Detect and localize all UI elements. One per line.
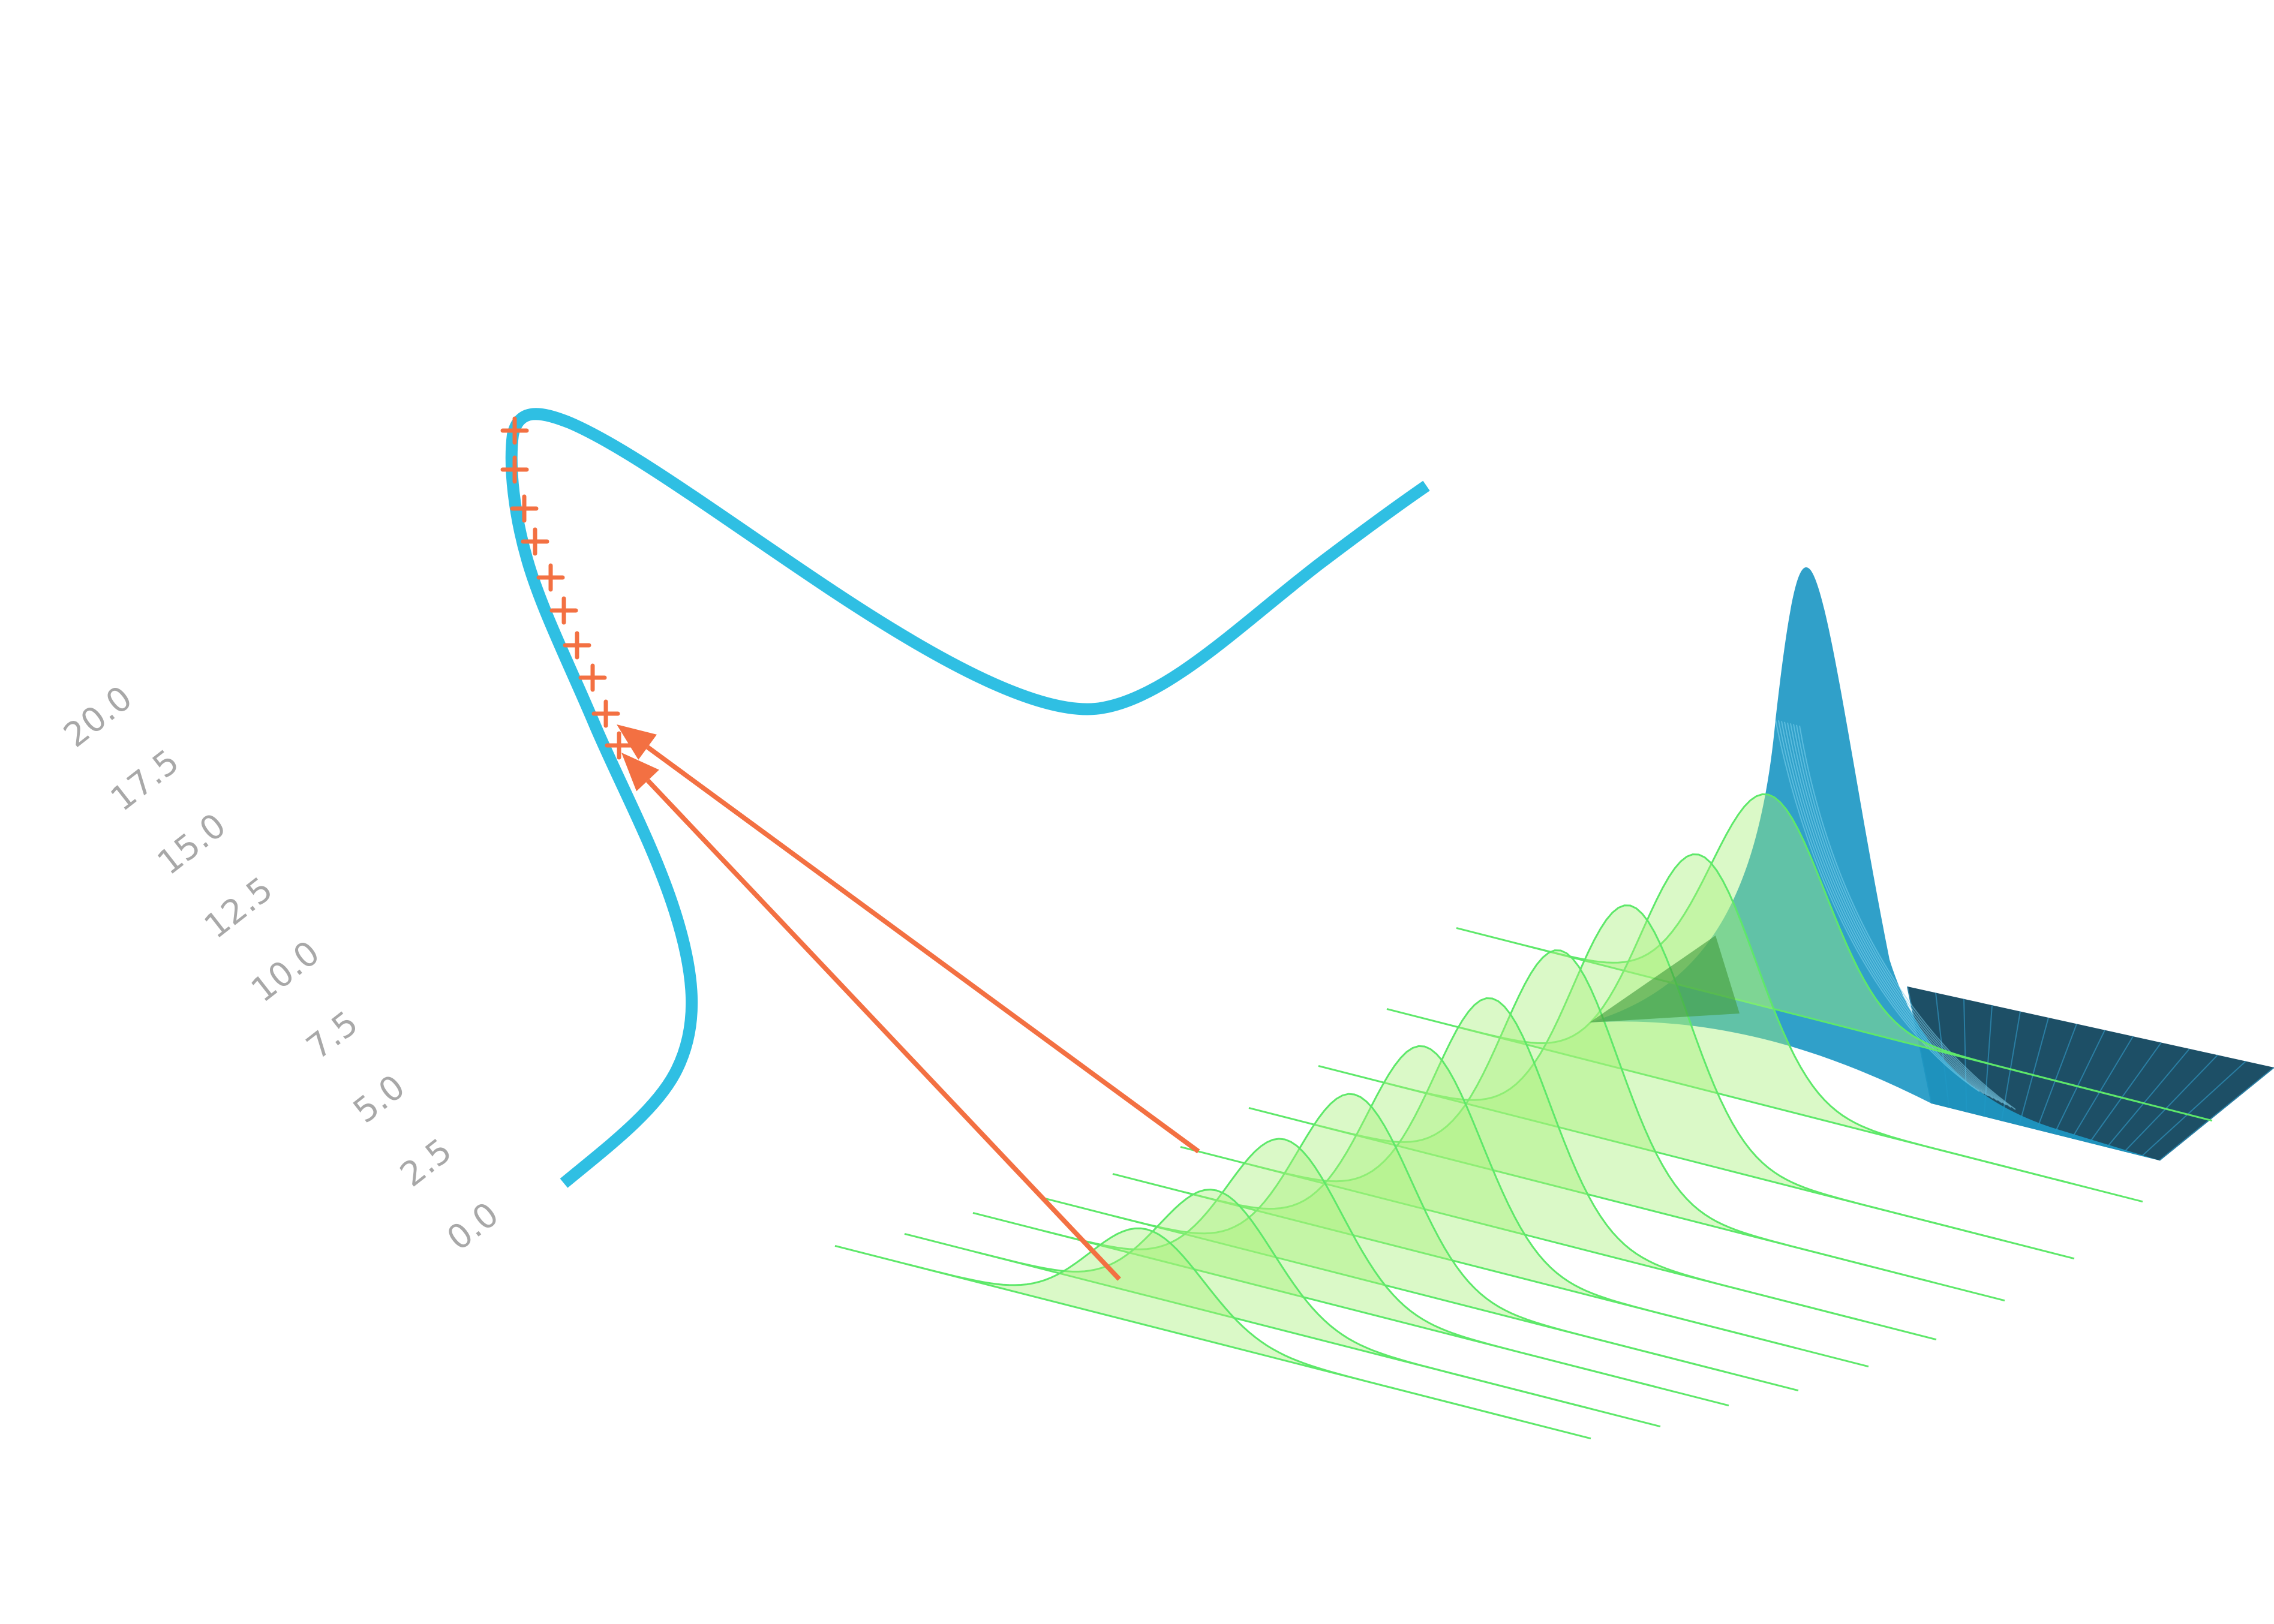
surface-rib — [1790, 723, 2003, 1103]
sample-marker — [605, 731, 633, 760]
ridge-fill — [907, 1228, 1519, 1421]
ridge-fill — [1528, 794, 2140, 1103]
arrow-shaft — [646, 778, 1121, 1281]
ridge-fill — [977, 1189, 1588, 1409]
ridge-baseline — [1318, 1064, 2075, 1260]
ridge-baseline — [904, 1232, 1661, 1428]
ridge-fill — [1185, 1046, 1797, 1349]
arrowhead — [621, 753, 659, 792]
ridge-baseline — [1248, 1106, 2005, 1302]
surface-rib — [1784, 721, 1994, 1099]
surface-rib — [1796, 724, 2012, 1108]
surface-rib — [1775, 719, 1980, 1092]
ridge-fill — [1045, 1138, 1657, 1388]
surface-mesh-line — [2071, 1036, 2134, 1139]
surface-mesh-line — [2036, 1023, 2077, 1130]
arrow-shaft — [646, 745, 1200, 1154]
axis-tick-label: 20.0 — [56, 678, 139, 755]
ridge-baseline — [1042, 1196, 1799, 1392]
surface-rib — [1778, 720, 1985, 1094]
surface-mesh-line — [2123, 1054, 2218, 1153]
sample-marker — [536, 563, 565, 592]
trajectory-curve-group — [505, 408, 1430, 1188]
axis-tick-label: 5.0 — [346, 1067, 412, 1131]
ridge-fill — [1390, 905, 2002, 1241]
sample-marker — [510, 494, 539, 523]
ridge-fill — [1459, 854, 2071, 1184]
axis-tick-label: 2.5 — [393, 1131, 459, 1195]
trajectory-curve — [505, 408, 1430, 1188]
surface-rib — [1781, 721, 1989, 1097]
axis-tick-label: 7.5 — [299, 1004, 365, 1067]
sample-markers — [500, 416, 633, 760]
axis-tick-label: 17.5 — [104, 742, 187, 819]
density-ridges — [834, 793, 2213, 1440]
sample-marker — [521, 527, 549, 556]
axis-tick-label: 10.0 — [244, 933, 327, 1010]
surface-rib — [1787, 722, 1998, 1101]
surface-mesh-line — [2053, 1030, 2105, 1135]
ridge-shadow — [1590, 936, 1740, 1022]
axis-tick-label: 15.0 — [151, 806, 233, 883]
sample-marker — [549, 596, 578, 625]
axis-tick-label: 12.5 — [197, 870, 280, 946]
ridge-baseline — [834, 1244, 1591, 1440]
sample-marker — [500, 416, 529, 445]
sample-marker — [563, 631, 591, 660]
z-axis-ticks: 0.02.55.07.510.012.515.017.520.0 — [56, 678, 506, 1258]
sample-marker — [591, 699, 620, 728]
surface-mesh-line — [2159, 1067, 2274, 1161]
surface-rib — [1799, 725, 2016, 1110]
surface-mesh-line — [2141, 1060, 2246, 1157]
arrowhead — [617, 724, 657, 760]
surface-mesh-line — [2106, 1048, 2190, 1148]
axis-tick-label: 0.0 — [440, 1195, 506, 1258]
arrows — [617, 724, 1200, 1281]
ridge-baseline — [1386, 1008, 2143, 1203]
ridge-fill — [1321, 950, 1933, 1283]
ridge-baseline — [1180, 1145, 1937, 1341]
surface-rib — [1793, 724, 2007, 1106]
surface-mesh-line — [2018, 1017, 2049, 1126]
sample-marker — [578, 663, 607, 692]
ridge-baseline — [1456, 927, 2213, 1122]
ridge-fill — [1252, 998, 1864, 1322]
surface-mesh-line — [2089, 1042, 2162, 1144]
sample-marker — [500, 455, 529, 484]
ridge-fill — [1115, 1094, 1726, 1373]
